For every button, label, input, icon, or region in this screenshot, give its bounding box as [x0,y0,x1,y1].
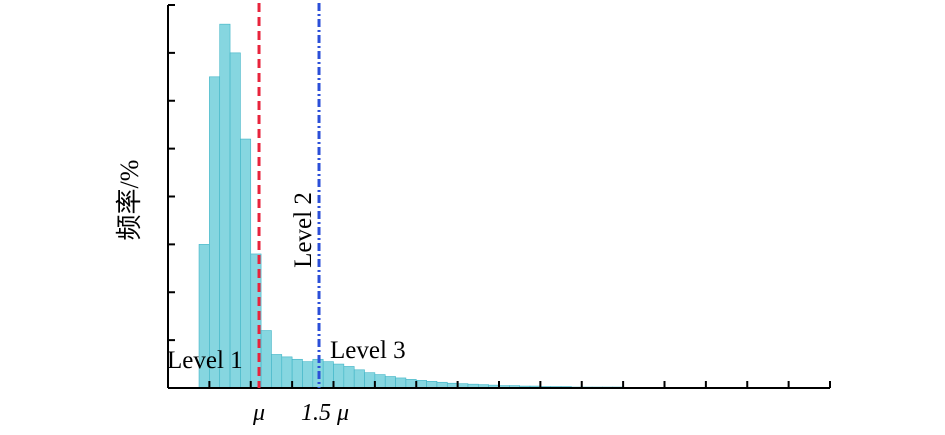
bar [374,374,386,389]
bar [291,358,303,389]
bar [322,361,334,389]
bar [343,366,355,389]
annotation: Level 2 [290,192,317,268]
bar [364,372,376,389]
reference-label: μ [252,400,265,426]
y-axis-label: 频率/% [115,160,144,241]
reference-label: 1.5 μ [301,400,349,426]
annotation: Level 3 [330,337,406,364]
bar [384,376,396,389]
bar [353,369,365,389]
bar [426,380,438,389]
bar [302,361,314,389]
annotation: Level 1 [167,347,243,374]
bar [209,76,221,389]
bar [333,363,345,389]
bar [405,379,417,389]
bar [271,354,283,389]
bar [395,377,407,389]
bar [415,380,427,389]
bar [281,356,293,389]
bar [219,23,231,389]
bar [229,52,241,389]
bar [260,330,272,389]
